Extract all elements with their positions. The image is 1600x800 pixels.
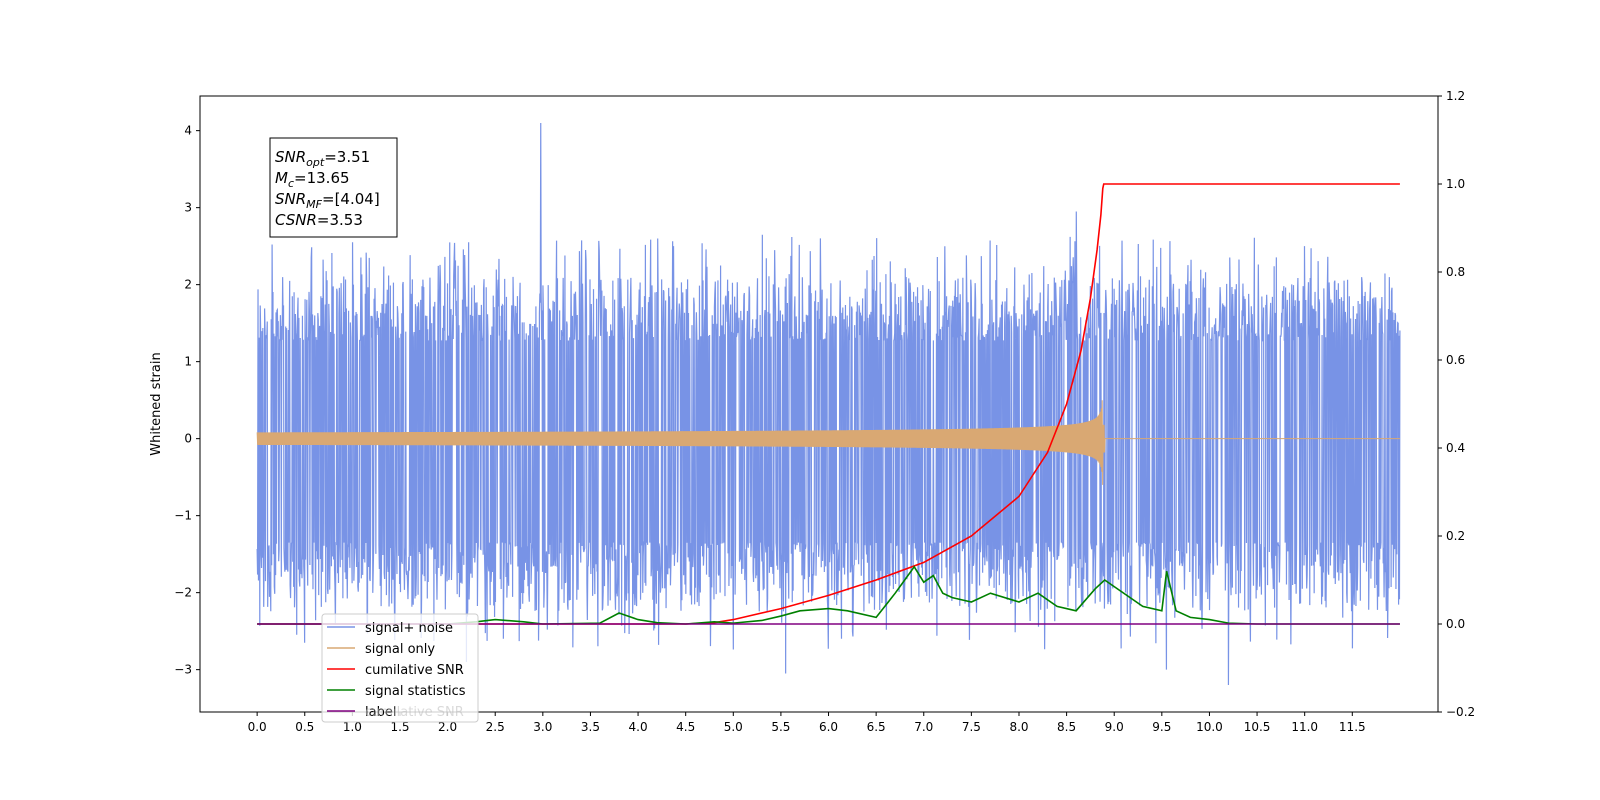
series-signal-noise (256, 122, 1401, 686)
annotation-box: SNRopt=3.51 Mc=13.65 SNRMF=[4.04] CSNR=3.53 (269, 137, 398, 238)
legend: signal+ noise signal only cumilative SNR si… (321, 613, 479, 723)
x-tick-label: 0.5 (295, 720, 314, 734)
y2-tick-label: −0.2 (1446, 705, 1475, 719)
y-tick-label: −2 (174, 586, 192, 600)
x-tick-label: 4.5 (676, 720, 695, 734)
x-tick-label: 4.0 (629, 720, 648, 734)
legend-label: signal+ noise (365, 621, 453, 636)
plot-frame (199, 95, 1439, 713)
legend-box (321, 613, 479, 723)
legend-ghost-label: cumilative SNR (365, 705, 464, 720)
x-tick-label: 6.5 (867, 720, 886, 734)
y-tick-label: 4 (184, 124, 192, 138)
series-cumulative-snr (257, 183, 1400, 625)
x-tick-label: 3.5 (581, 720, 600, 734)
y-tick-label: 0 (184, 432, 192, 446)
series-signal-only (256, 400, 1400, 485)
x-tick-label: 9.0 (1105, 720, 1124, 734)
annotation-line: M (275, 169, 288, 187)
y-axis-right: 1.2 1.0 0.8 0.6 0.4 0.2 0.0 −0.2 (1438, 89, 1475, 719)
y-tick-label: −1 (174, 509, 192, 523)
annotation-line: SNR (275, 190, 306, 208)
x-tick-label: 6.0 (819, 720, 838, 734)
x-tick-label: 11.5 (1339, 720, 1366, 734)
y2-tick-label: 0.4 (1446, 441, 1465, 455)
x-tick-label: 1.5 (390, 720, 409, 734)
x-tick-label: 2.0 (438, 720, 457, 734)
x-tick-label: 3.0 (533, 720, 552, 734)
y-axis-label: Whitened strain (149, 352, 164, 455)
y-axis-left: 4 3 2 1 0 −1 −2 −3 (174, 124, 200, 677)
y2-tick-label: 0.2 (1446, 529, 1465, 543)
y-tick-label: 3 (184, 201, 192, 215)
series-signal-statistics (257, 565, 1400, 625)
legend-label: cumilative SNR (365, 663, 464, 678)
x-tick-label: 9.5 (1152, 720, 1171, 734)
x-tick-label: 8.0 (1009, 720, 1028, 734)
x-tick-label: 10.0 (1196, 720, 1223, 734)
y2-tick-label: 0.6 (1446, 353, 1465, 367)
x-tick-label: 2.5 (486, 720, 505, 734)
y2-tick-label: 0.0 (1446, 617, 1465, 631)
series-layer (256, 122, 1401, 686)
annotation-text: SNRopt=3.51 Mc=13.65 SNRMF=[4.04] CSNR=3.53 (275, 148, 380, 229)
annotation-line: CSNR (275, 211, 317, 229)
x-tick-label: 10.5 (1244, 720, 1271, 734)
y-tick-label: 2 (184, 278, 192, 292)
y2-tick-label: 1.2 (1446, 89, 1465, 103)
x-tick-label: 8.5 (1057, 720, 1076, 734)
x-tick-label: 5.0 (724, 720, 743, 734)
x-tick-label: 1.0 (343, 720, 362, 734)
x-tick-label: 11.0 (1291, 720, 1318, 734)
annotation-line: SNR (275, 148, 306, 166)
x-tick-label: 0.0 (248, 720, 267, 734)
x-tick-label: 7.5 (962, 720, 981, 734)
legend-label: label (365, 705, 396, 720)
y2-tick-label: 1.0 (1446, 177, 1465, 191)
legend-label: signal statistics (365, 684, 466, 699)
y2-tick-label: 0.8 (1446, 265, 1465, 279)
x-tick-label: 7.0 (914, 720, 933, 734)
y-tick-label: −3 (174, 663, 192, 677)
x-tick-label: 5.5 (771, 720, 790, 734)
x-axis: 0.0 0.5 1.0 1.5 2.0 2.5 3.0 3.5 4.0 4.5 5.0 5.5 6.0 6… (248, 712, 1366, 734)
legend-label: signal only (365, 642, 435, 657)
y-tick-label: 1 (184, 355, 192, 369)
